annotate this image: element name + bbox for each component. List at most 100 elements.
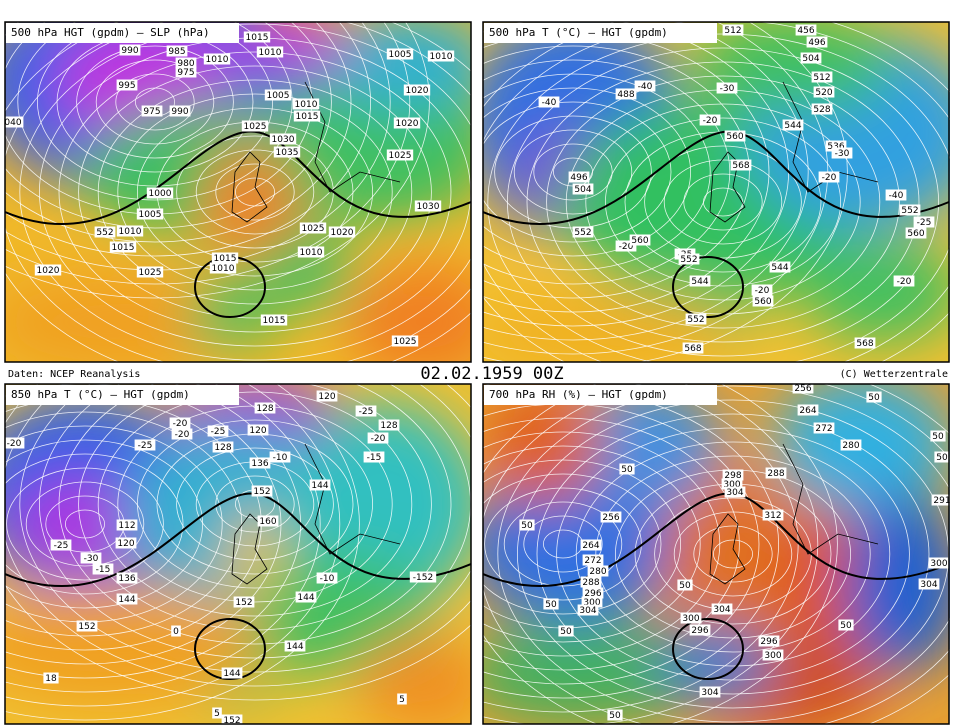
contour-line xyxy=(95,59,215,145)
contour-label-box xyxy=(730,159,752,171)
contour-label-box xyxy=(141,105,163,117)
contour-label-box xyxy=(792,382,814,394)
contour-label-box xyxy=(724,486,746,498)
contour-label: -20 xyxy=(703,116,718,126)
contour-label-box xyxy=(615,240,637,252)
contour-label: 144 xyxy=(223,669,240,679)
contour-label: -25 xyxy=(917,218,932,228)
contour-label-box xyxy=(930,430,946,442)
contour-label: 568 xyxy=(732,161,749,171)
contour-label-box xyxy=(249,457,271,469)
contour-label: 304 xyxy=(920,580,937,590)
contour-label: 296 xyxy=(760,637,777,647)
contour-label: 552 xyxy=(901,206,918,216)
contour-label: 288 xyxy=(767,469,784,479)
contour-line xyxy=(17,22,293,201)
contour-line xyxy=(585,103,861,301)
contour-line xyxy=(117,93,393,291)
contour-label: -15 xyxy=(367,453,382,463)
contour-label-box xyxy=(572,183,594,195)
contour-line xyxy=(506,47,940,357)
contour-line xyxy=(5,22,430,299)
contour-label: 144 xyxy=(297,593,314,603)
title-box xyxy=(6,385,239,405)
bold-contour xyxy=(672,618,744,680)
contour-label: 536 xyxy=(827,142,844,152)
contour-label-box xyxy=(762,509,784,521)
panel-title: 700 hPa RH (%) – HGT (gpdm) xyxy=(489,388,668,401)
contour-label: 280 xyxy=(842,441,859,451)
contour-line xyxy=(78,65,432,319)
contour-label-box xyxy=(171,428,193,440)
contour-label-box xyxy=(316,572,338,584)
contour-label: 990 xyxy=(121,46,138,56)
contour-label-box xyxy=(813,422,835,434)
contour-label: 144 xyxy=(118,595,135,605)
contour-label: 488 xyxy=(617,90,634,100)
contour-line xyxy=(115,73,195,131)
contour-line xyxy=(5,384,341,707)
contour-label: -10 xyxy=(273,453,288,463)
contour-label-box xyxy=(800,52,822,64)
contour-line xyxy=(556,427,910,681)
contour-label: 1030 xyxy=(272,135,295,145)
map-panel xyxy=(483,22,950,362)
contour-line xyxy=(5,439,203,609)
contour-label: 1000 xyxy=(149,189,172,199)
contour-label-box xyxy=(752,295,774,307)
contour-label-box xyxy=(233,596,255,608)
contour-line xyxy=(5,384,471,687)
contour-label-box xyxy=(409,571,437,583)
color-blob xyxy=(225,514,285,594)
title-box xyxy=(484,23,717,43)
contour-label-box xyxy=(893,275,915,287)
contour-label-box xyxy=(818,171,840,183)
contour-label-box xyxy=(171,625,181,637)
contour-label-box xyxy=(116,225,144,237)
contour-label: 504 xyxy=(802,54,819,64)
contour-label-box xyxy=(931,494,953,506)
contour-label: 552 xyxy=(687,315,704,325)
contour-label-box xyxy=(166,45,188,57)
contour-label: 280 xyxy=(589,567,606,577)
contour-label: 304 xyxy=(579,606,596,616)
contour-label-box xyxy=(251,485,273,497)
contour-label: 50 xyxy=(521,521,533,531)
contour-label: 50 xyxy=(545,600,557,610)
contour-label: -30 xyxy=(84,554,99,564)
contour-label-box xyxy=(116,572,138,584)
contour-line xyxy=(483,445,701,643)
contour-line xyxy=(595,455,871,653)
bold-contour xyxy=(194,618,266,680)
contour-label: -20 xyxy=(822,173,837,183)
contour-label: 264 xyxy=(582,541,599,551)
contour-label-box xyxy=(221,714,243,725)
contour-label-box xyxy=(3,437,25,449)
contour-label: 120 xyxy=(249,426,266,436)
contour-label: 975 xyxy=(177,68,194,78)
contour-label: 50 xyxy=(840,621,852,631)
contour-label: 300 xyxy=(682,614,699,624)
contour-label-box xyxy=(580,576,602,588)
contour-label-box xyxy=(119,44,141,56)
contour-label-box xyxy=(854,337,876,349)
contour-label: 552 xyxy=(574,228,591,238)
contour-line xyxy=(5,384,360,721)
contour-label: -30 xyxy=(720,84,735,94)
contour-line xyxy=(483,473,662,615)
contour-label-box xyxy=(543,598,559,610)
contour-label-box xyxy=(866,391,882,403)
contour-label-box xyxy=(831,147,853,159)
contour-label: 50 xyxy=(609,711,621,721)
contour-label: 1010 xyxy=(259,48,282,58)
contour-line xyxy=(483,384,819,724)
contour-label-box xyxy=(806,36,828,48)
contour-label: 1030 xyxy=(417,202,440,212)
contour-line xyxy=(234,177,275,207)
color-blob xyxy=(693,22,893,112)
contour-label-box xyxy=(427,50,455,62)
panel-title: 850 hPa T (°C) – HGT (gpdm) xyxy=(11,388,190,401)
bold-contour xyxy=(5,492,471,588)
contour-label-box xyxy=(795,24,817,36)
contour-line xyxy=(670,384,838,724)
